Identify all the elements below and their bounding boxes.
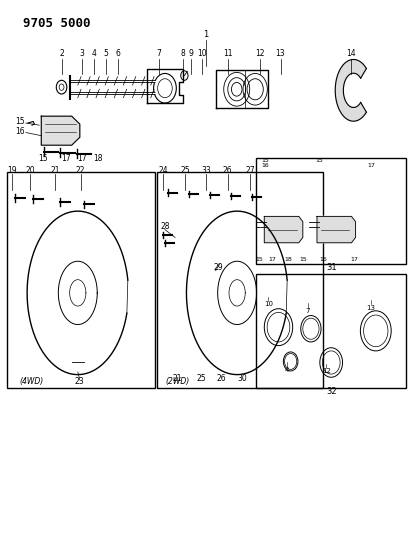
- Text: 29: 29: [214, 263, 223, 272]
- Text: 25: 25: [196, 375, 206, 383]
- Text: 17: 17: [268, 257, 276, 262]
- Text: 9: 9: [189, 49, 194, 58]
- Bar: [256, 158, 406, 264]
- Text: 15: 15: [315, 158, 323, 163]
- Text: 8: 8: [181, 49, 186, 58]
- Text: 15: 15: [300, 257, 307, 262]
- Text: 16: 16: [319, 257, 327, 262]
- Text: 6: 6: [116, 49, 121, 58]
- Text: 22: 22: [76, 166, 85, 175]
- Text: 13: 13: [276, 49, 285, 58]
- Text: 3: 3: [79, 49, 84, 58]
- Text: 23: 23: [75, 377, 85, 385]
- Text: 18: 18: [93, 154, 103, 163]
- Text: 33: 33: [201, 166, 211, 175]
- Polygon shape: [335, 60, 366, 121]
- Text: 26: 26: [223, 166, 233, 175]
- Text: 13: 13: [367, 305, 375, 311]
- Polygon shape: [41, 116, 80, 145]
- Text: 16: 16: [261, 163, 269, 168]
- Text: 15: 15: [255, 257, 263, 262]
- Text: 24: 24: [158, 166, 168, 175]
- Text: 16: 16: [16, 126, 25, 135]
- Bar: [157, 172, 323, 388]
- Text: 15: 15: [261, 158, 269, 163]
- Text: 17: 17: [77, 154, 87, 163]
- Text: 21: 21: [172, 375, 182, 383]
- Text: (2WD): (2WD): [165, 377, 189, 385]
- Text: 10: 10: [197, 49, 207, 58]
- Text: 19: 19: [7, 166, 16, 175]
- Text: 31: 31: [326, 263, 337, 272]
- Text: (4WD): (4WD): [19, 377, 43, 385]
- Text: 25: 25: [180, 166, 190, 175]
- Text: 9705 5000: 9705 5000: [23, 17, 90, 29]
- Text: 5: 5: [104, 49, 109, 58]
- Text: 21: 21: [51, 166, 60, 175]
- Bar: [256, 274, 406, 388]
- Polygon shape: [317, 216, 356, 243]
- Text: 7: 7: [157, 49, 161, 58]
- Polygon shape: [264, 216, 303, 243]
- Text: 32: 32: [326, 387, 337, 396]
- Text: 4: 4: [284, 367, 289, 373]
- Text: 30: 30: [237, 375, 247, 383]
- Text: 2: 2: [59, 49, 64, 58]
- Text: 10: 10: [264, 301, 273, 307]
- Text: 17: 17: [61, 154, 70, 163]
- Text: 20: 20: [25, 166, 35, 175]
- Text: 12: 12: [256, 49, 265, 58]
- Text: 7: 7: [306, 308, 310, 314]
- Text: 15: 15: [39, 154, 48, 163]
- Text: 18: 18: [284, 257, 292, 262]
- Text: 11: 11: [223, 49, 233, 58]
- Text: 15: 15: [16, 117, 25, 126]
- Text: 1: 1: [203, 30, 208, 39]
- Text: 12: 12: [322, 368, 331, 374]
- Text: 27: 27: [245, 166, 255, 175]
- Text: 14: 14: [346, 49, 356, 58]
- Text: 17: 17: [368, 163, 376, 168]
- Bar: [7, 172, 155, 388]
- Text: 28: 28: [161, 222, 171, 231]
- Text: 17: 17: [351, 257, 359, 262]
- Text: 26: 26: [217, 375, 226, 383]
- Text: 4: 4: [92, 49, 97, 58]
